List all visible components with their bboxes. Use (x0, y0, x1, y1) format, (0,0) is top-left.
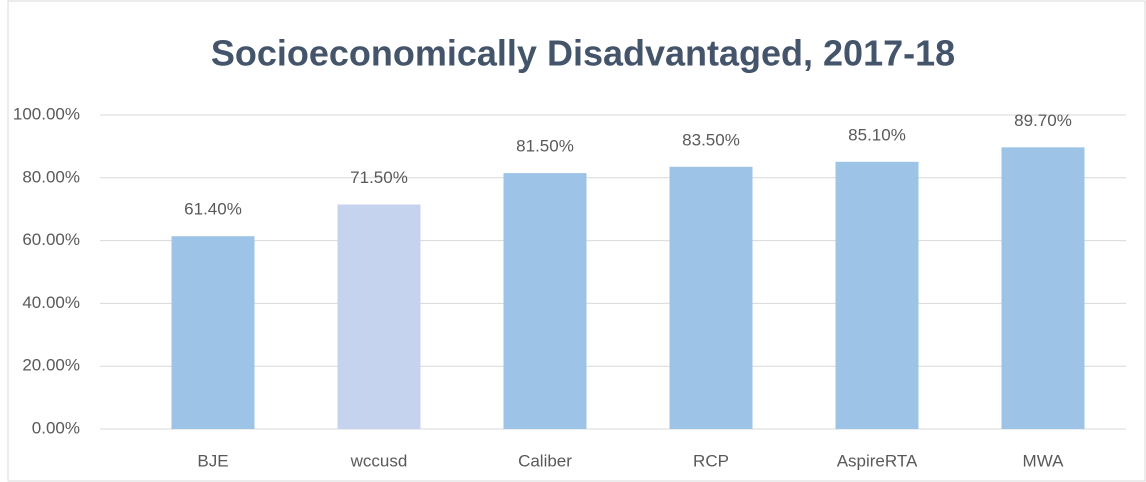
x-tick-label: wccusd (350, 451, 408, 470)
bar (1001, 147, 1085, 430)
data-label: 85.10% (848, 125, 906, 144)
x-tick-label: RCP (693, 451, 729, 470)
bar (171, 236, 255, 429)
chart-title: Socioeconomically Disadvantaged, 2017-18 (211, 33, 955, 74)
x-tick-label: BJE (197, 451, 228, 470)
y-tick-label: 80.00% (22, 167, 80, 186)
bar (337, 204, 421, 429)
y-tick-label: 40.00% (22, 293, 80, 312)
data-label: 89.70% (1014, 111, 1072, 130)
y-tick-label: 0.00% (32, 418, 80, 437)
data-label: 61.40% (184, 200, 242, 219)
data-label: 71.50% (350, 168, 408, 187)
bar (669, 166, 753, 429)
data-label: 81.50% (516, 137, 574, 156)
y-tick-label: 60.00% (22, 230, 80, 249)
x-tick-label: MWA (1023, 451, 1065, 470)
y-tick-label: 100.00% (13, 104, 80, 123)
x-tick-label: Caliber (518, 451, 572, 470)
bar (503, 173, 587, 429)
bar (835, 161, 919, 429)
y-tick-label: 20.00% (22, 356, 80, 375)
x-tick-label: AspireRTA (837, 451, 918, 470)
data-label: 83.50% (682, 130, 740, 149)
